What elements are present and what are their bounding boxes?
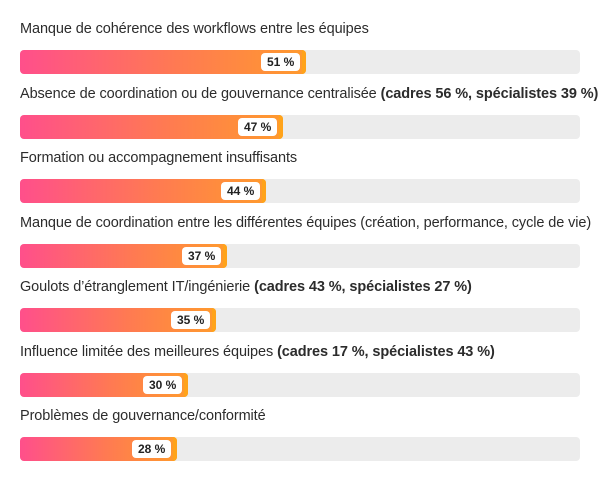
category-label-text: Goulots d’étranglement IT/ingénierie	[20, 279, 251, 295]
category-label-text: Manque de cohérence des workflows entre …	[20, 21, 369, 37]
category-label-text: Absence de coordination ou de gouvernanc…	[20, 85, 377, 102]
bar-track: 51 %	[20, 50, 580, 74]
category-label: Problèmes de gouvernance/conformité	[20, 407, 580, 425]
bar-row: Influence limitée des meilleures équipes…	[20, 343, 580, 397]
bar-row: Formation ou accompagnement insuffisants…	[20, 149, 580, 203]
value-label: 28 %	[132, 440, 172, 458]
category-label: Manque de cohérence des workflows entre …	[20, 20, 580, 38]
value-label: 30 %	[143, 375, 183, 394]
bar-track: 28 %	[20, 437, 580, 461]
value-label: 37 %	[182, 246, 222, 265]
category-label-text: Problèmes de gouvernance/conformité	[20, 408, 266, 424]
bar-row: Absence de coordination ou de gouvernanc…	[20, 85, 598, 139]
bar-row: Goulots d’étranglement IT/ingénierie (ca…	[20, 278, 580, 332]
category-label-text: Influence limitée des meilleures équipes	[20, 343, 274, 360]
value-label: 44 %	[221, 182, 261, 200]
bar-row: Problèmes de gouvernance/conformité 28 %	[20, 407, 580, 461]
category-note: (cadres 56 %, spécialistes 39 %)	[380, 85, 599, 102]
bar-row: Manque de coordination entre les différe…	[20, 214, 591, 268]
value-label: 47 %	[238, 117, 278, 136]
category-label: Formation ou accompagnement insuffisants	[20, 149, 580, 167]
value-label: 51 %	[261, 53, 301, 71]
category-label: Influence limitée des meilleures équipes…	[20, 343, 580, 361]
value-label: 35 %	[171, 311, 211, 329]
bar-track: 35 %	[20, 308, 580, 332]
category-note: (cadres 17 %, spécialistes 43 %)	[277, 343, 495, 360]
bar-track: 30 %	[20, 372, 580, 397]
bar-track: 44 %	[20, 179, 580, 203]
category-label: Absence de coordination ou de gouvernanc…	[20, 85, 598, 103]
category-label: Goulots d’étranglement IT/ingénierie (ca…	[20, 278, 580, 296]
bar-track: 47 %	[20, 114, 580, 139]
category-note: (cadres 43 %, spécialistes 27 %)	[254, 279, 472, 295]
category-label-text: Manque de coordination entre les différe…	[20, 214, 592, 231]
bar	[20, 50, 306, 74]
category-label-text: Formation ou accompagnement insuffisants	[20, 150, 298, 166]
category-label: Manque de coordination entre les différe…	[20, 214, 591, 232]
bar-track: 37 %	[20, 243, 580, 268]
bar-row: Manque de cohérence des workflows entre …	[20, 20, 580, 74]
